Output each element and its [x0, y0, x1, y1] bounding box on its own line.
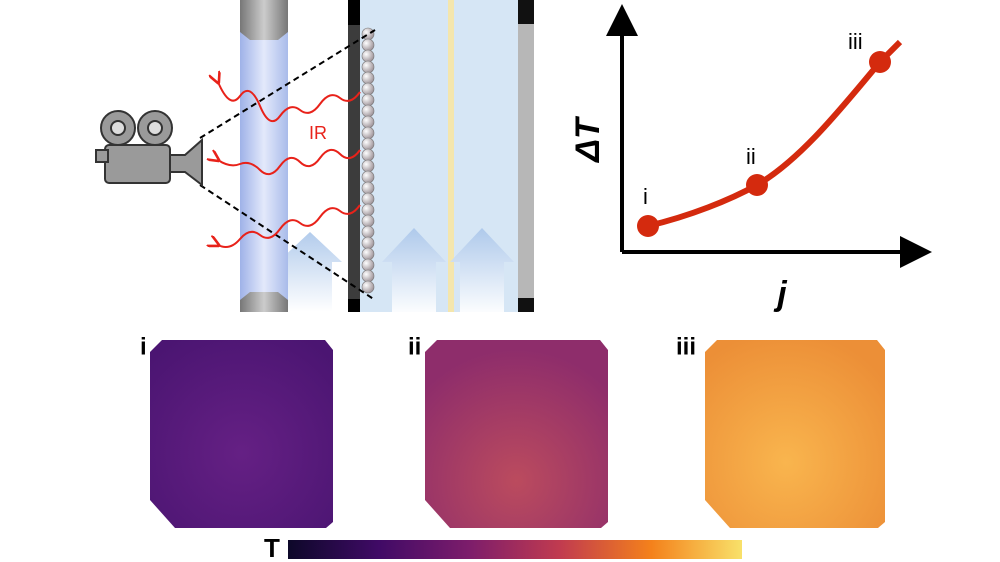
particle	[361, 258, 375, 272]
particle	[361, 214, 375, 228]
camera	[95, 110, 203, 188]
panel-label: i	[140, 333, 147, 360]
trend-curve	[647, 39, 903, 229]
particle	[361, 115, 375, 129]
particle	[361, 203, 375, 217]
ir-waves	[218, 82, 361, 248]
thermal-image	[425, 340, 608, 528]
x-axis-label: j	[773, 275, 788, 313]
particle	[361, 104, 375, 118]
particle	[361, 280, 375, 294]
particle	[361, 38, 375, 52]
thermal-image	[150, 340, 333, 528]
particle	[361, 225, 375, 239]
membrane	[448, 0, 454, 312]
particle	[361, 71, 375, 85]
right-plate	[518, 0, 534, 312]
particle	[361, 247, 375, 261]
particle	[361, 236, 375, 250]
window	[240, 0, 288, 312]
ir-label: IR	[309, 123, 327, 143]
particle	[361, 49, 375, 63]
panel-label: iii	[676, 333, 696, 360]
particle	[361, 148, 375, 162]
particle	[361, 269, 375, 283]
particle	[361, 192, 375, 206]
particle	[361, 159, 375, 173]
particle	[361, 93, 375, 107]
panel-label: ii	[408, 333, 421, 360]
particle	[361, 170, 375, 184]
flow-arrows	[278, 228, 514, 312]
graph-axes	[606, 4, 932, 268]
y-axis-label: ΔT	[569, 115, 607, 164]
catalyst-particles	[361, 27, 375, 294]
view-lines	[199, 29, 376, 301]
particle	[361, 181, 375, 195]
graph-points	[637, 51, 891, 237]
particle	[361, 60, 375, 74]
particle	[361, 137, 375, 151]
colorbar-label: T	[264, 533, 280, 562]
particle	[361, 82, 375, 96]
particle	[361, 27, 375, 41]
point-label: iii	[848, 29, 863, 54]
colorbar	[288, 540, 742, 559]
point-label: ii	[746, 144, 756, 169]
point-label: i	[643, 184, 648, 209]
particle	[361, 126, 375, 140]
thermal-image	[705, 340, 885, 528]
